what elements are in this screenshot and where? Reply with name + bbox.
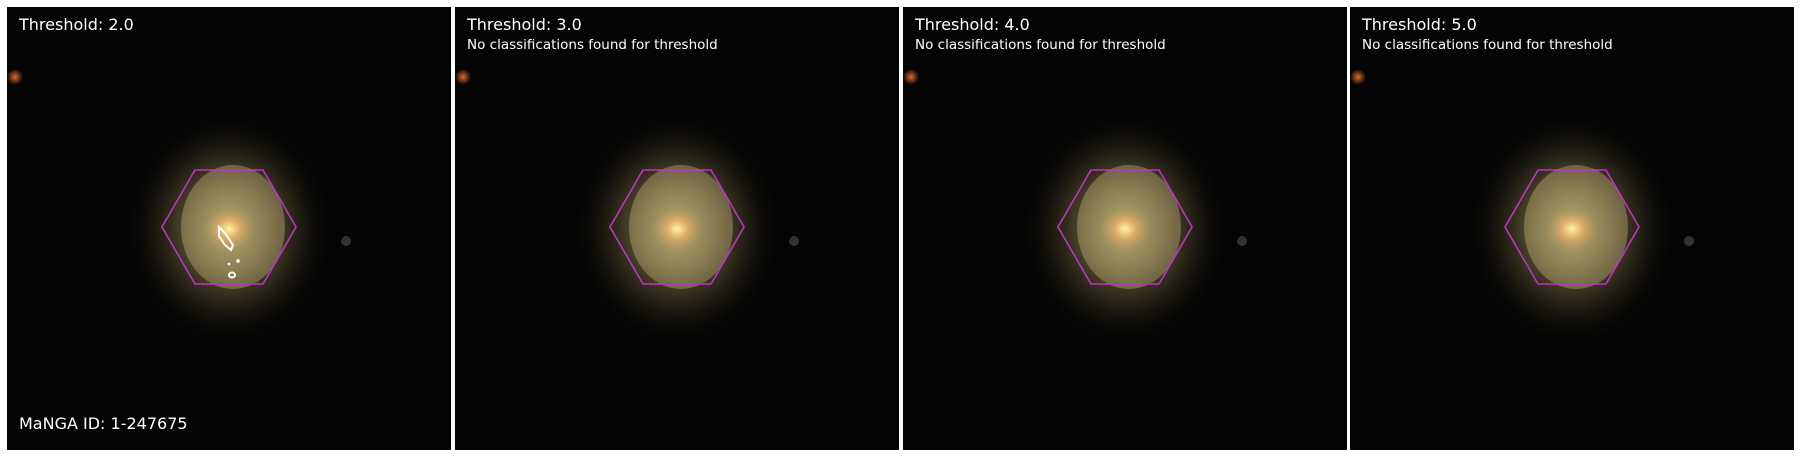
galaxy-core (203, 207, 255, 251)
image-panel-threshold-2: Threshold: 3.0 No classifications found … (455, 7, 899, 450)
ifu-hexagon (1504, 169, 1640, 285)
galaxy-image (903, 69, 1247, 347)
faint-source (1237, 236, 1247, 246)
no-classification-note: No classifications found for threshold (467, 37, 718, 53)
threshold-title: Threshold: 5.0 (1362, 15, 1477, 34)
classification-contour (228, 271, 236, 279)
manga-id-label: MaNGA ID: 1-247675 (19, 414, 188, 433)
no-classification-note: No classifications found for threshold (915, 37, 1166, 53)
foreground-star (903, 69, 919, 85)
threshold-title: Threshold: 4.0 (915, 15, 1030, 34)
ifu-hexagon (1057, 169, 1193, 285)
faint-source (341, 236, 351, 246)
galaxy-core (651, 207, 703, 251)
image-panel-threshold-4: Threshold: 5.0 No classifications found … (1350, 7, 1794, 450)
galaxy-image (1350, 69, 1694, 347)
galaxy-image (7, 69, 351, 347)
classification-contour (227, 262, 231, 266)
galaxy-image (455, 69, 799, 347)
faint-source (1684, 236, 1694, 246)
ifu-hexagon (609, 169, 745, 285)
foreground-star (455, 69, 471, 85)
no-classification-note: No classifications found for threshold (1362, 37, 1613, 53)
faint-source (789, 236, 799, 246)
ifu-hexagon (161, 169, 297, 285)
foreground-star (7, 69, 23, 85)
threshold-title: Threshold: 3.0 (467, 15, 582, 34)
galaxy-core (1546, 207, 1598, 251)
classification-contour (218, 224, 235, 252)
image-panel-threshold-3: Threshold: 4.0 No classifications found … (903, 7, 1347, 450)
classification-contour (236, 259, 240, 263)
foreground-star (1350, 69, 1366, 85)
galaxy-core (1099, 207, 1151, 251)
threshold-title: Threshold: 2.0 (19, 15, 134, 34)
image-panel-threshold-1: Threshold: 2.0 MaNGA ID: 1-247675 (7, 7, 451, 450)
